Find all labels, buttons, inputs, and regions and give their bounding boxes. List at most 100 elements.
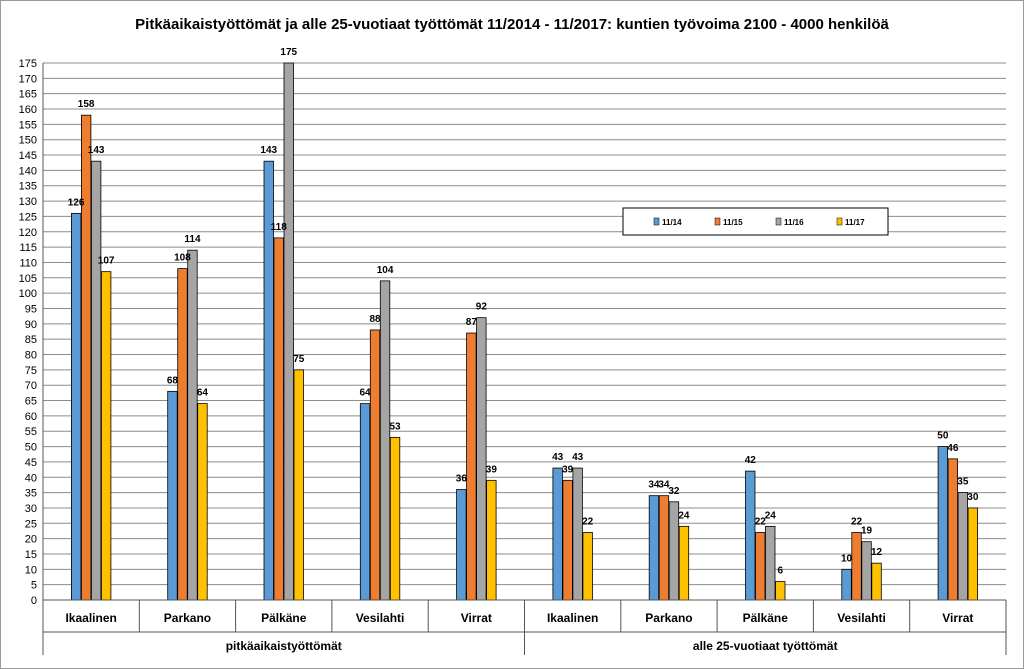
bar-11-14 [841, 568, 852, 601]
bar-11-14 [359, 403, 371, 601]
bar-11-17 [486, 479, 497, 601]
bar-11-17 [197, 403, 208, 601]
y-tick-label: 35 [25, 488, 37, 500]
data-label: 43 [572, 452, 584, 463]
data-label: 22 [582, 516, 594, 527]
legend: 11/14 11/15 11/16 11/17 [622, 207, 889, 236]
legend-label: 11/17 [845, 218, 865, 227]
y-tick-label: 5 [31, 580, 37, 592]
data-label: 87 [466, 317, 478, 328]
y-tick-label: 45 [25, 457, 37, 469]
data-labels: 1261581431076810811464143118175756488104… [68, 47, 979, 577]
y-tick-label: 85 [25, 334, 37, 346]
x-tick-label: Vesilahti [356, 611, 405, 625]
data-label: 175 [280, 47, 297, 58]
y-tick-label: 30 [25, 503, 37, 515]
y-tick-label: 10 [25, 564, 37, 576]
y-tick-label: 55 [25, 426, 37, 438]
x-tick-label: Vesilahti [837, 611, 886, 625]
bar-11-17 [582, 532, 593, 601]
data-label: 36 [456, 474, 468, 485]
y-tick-label: 110 [19, 257, 37, 269]
bar-11-14 [71, 212, 82, 601]
data-label: 34 [658, 480, 670, 491]
y-tick-label: 165 [19, 89, 37, 101]
data-label: 19 [861, 526, 873, 537]
bar-11-16 [476, 317, 487, 601]
data-label: 64 [197, 388, 209, 399]
bar-11-14 [167, 390, 178, 601]
data-label: 104 [377, 265, 394, 276]
data-label: 108 [174, 253, 191, 264]
bar-11-16 [187, 249, 198, 601]
x-tick-label: Ikaalinen [65, 611, 116, 625]
x-tick-label: Parkano [645, 611, 692, 625]
y-tick-label: 50 [25, 442, 37, 454]
group-label: alle 25-vuotiaat työttömät [693, 639, 838, 653]
bar-11-14 [745, 470, 756, 601]
data-label: 24 [765, 510, 777, 521]
legend-swatch [775, 217, 782, 226]
bar-11-16 [91, 160, 102, 601]
data-label: 75 [293, 354, 305, 365]
y-tick-label: 90 [25, 319, 37, 331]
bar-11-15 [562, 479, 573, 601]
x-tick-label: Virrat [942, 611, 973, 625]
y-tick-label: 15 [25, 549, 37, 561]
bar-11-17 [967, 507, 978, 601]
data-label: 143 [260, 145, 277, 156]
bar-11-15 [273, 237, 284, 601]
bar-11-14 [456, 489, 467, 601]
y-tick-label: 65 [25, 396, 37, 408]
data-label: 22 [755, 516, 767, 527]
bar-11-16 [379, 280, 391, 601]
bar-11-16 [957, 492, 968, 601]
bar-11-15 [851, 532, 862, 601]
bar-11-17 [389, 436, 401, 601]
data-label: 50 [937, 431, 949, 442]
data-label: 143 [88, 145, 105, 156]
data-label: 35 [957, 477, 969, 488]
data-label: 39 [562, 464, 574, 475]
x-tick-label: Pälkäne [261, 611, 307, 625]
y-tick-label: 0 [31, 595, 37, 607]
data-label: 68 [167, 375, 179, 386]
bar-11-17 [678, 525, 690, 601]
bar-11-16 [572, 467, 583, 601]
data-label: 126 [68, 197, 85, 208]
legend-swatch [653, 217, 660, 226]
y-tick-label: 80 [25, 350, 37, 362]
bar-11-15 [177, 268, 188, 601]
data-label: 30 [967, 492, 979, 503]
x-tick-label: Pälkäne [743, 611, 789, 625]
bar-11-17 [871, 562, 882, 601]
legend-label: 11/15 [723, 218, 743, 227]
y-axis: 0 5 10 15 20 25 30 35 40 45 50 55 60 65 70 75 80 85 90 95 10… [19, 58, 44, 607]
y-tick-label: 20 [25, 534, 37, 546]
data-label: 22 [851, 516, 863, 527]
y-tick-label: 100 [19, 288, 37, 300]
y-tick-label: 40 [25, 472, 37, 484]
bar-11-15 [658, 495, 670, 601]
y-tick-label: 60 [25, 411, 37, 423]
bar-11-14 [648, 495, 660, 601]
data-label: 118 [271, 222, 288, 233]
y-tick-label: 125 [19, 211, 37, 223]
bar-11-16 [668, 501, 680, 601]
y-tick-label: 140 [19, 165, 37, 177]
data-label: 53 [389, 421, 401, 432]
data-label: 39 [486, 464, 498, 475]
group-label: pitkäaikaistyöttömät [226, 639, 342, 653]
data-label: 158 [78, 99, 95, 110]
y-tick-label: 130 [19, 196, 37, 208]
bar-11-16 [765, 525, 776, 601]
chart-title: Pitkäaikaistyöttömät ja alle 25-vuotiaat… [135, 16, 889, 33]
data-label: 92 [476, 302, 488, 313]
x-tick-label: Parkano [164, 611, 211, 625]
bar-11-14 [937, 446, 948, 601]
data-label: 46 [947, 443, 959, 454]
y-tick-label: 160 [19, 104, 37, 116]
y-tick-label: 135 [19, 181, 37, 193]
data-label: 114 [184, 234, 201, 245]
